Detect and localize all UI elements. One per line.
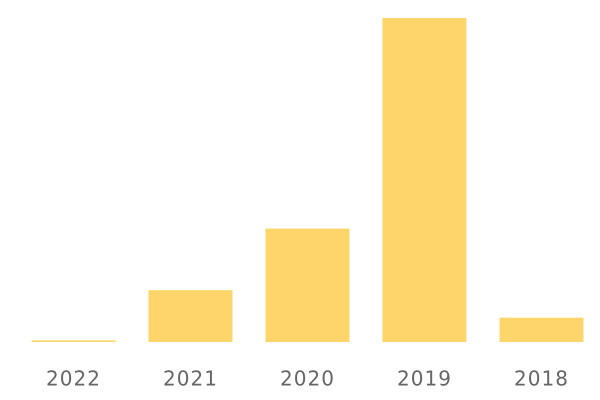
bar: [499, 317, 584, 342]
x-tick-label: 2019: [397, 367, 452, 391]
x-tick-label: 2021: [163, 367, 218, 391]
x-tick-label: 2020: [280, 367, 335, 391]
x-tick-label: 2018: [514, 367, 569, 391]
bar: [31, 340, 116, 342]
bar: [148, 290, 233, 342]
x-tick-label: 2022: [46, 367, 101, 391]
bar: [265, 228, 350, 342]
bar: [382, 18, 467, 342]
